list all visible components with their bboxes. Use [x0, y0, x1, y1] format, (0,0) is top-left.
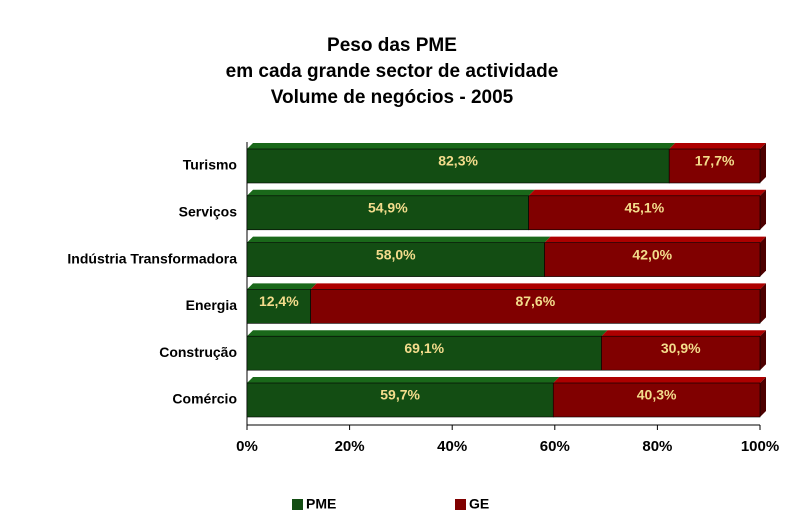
legend-swatch [292, 499, 303, 510]
value-label: 40,3% [637, 387, 677, 403]
bar-top [601, 330, 766, 337]
y-tick-label: Serviços [179, 204, 238, 220]
bar-top [544, 236, 766, 243]
value-label: 82,3% [438, 153, 478, 169]
bar [246, 382, 554, 418]
bar [552, 382, 761, 418]
bar-side [760, 283, 766, 324]
y-tick-label: Indústria Transformadora [67, 250, 237, 266]
bar-side [760, 236, 766, 277]
bar-side [760, 377, 766, 417]
bar-top [553, 377, 766, 383]
bar [246, 148, 670, 184]
bar-side [760, 189, 766, 230]
value-label: 59,7% [380, 387, 420, 403]
value-label: 42,0% [632, 246, 672, 262]
bar [528, 195, 761, 231]
x-tick-label: 20% [335, 438, 365, 455]
value-label: 58,0% [376, 246, 416, 262]
x-tick-label: 0% [236, 438, 258, 455]
value-label: 12,4% [259, 293, 299, 309]
value-label: 30,9% [661, 340, 701, 356]
chart-title: em cada grande sector de actividade [226, 61, 559, 82]
x-tick-label: 60% [540, 438, 570, 455]
bar-side [760, 143, 766, 183]
bar-top [247, 189, 535, 196]
bar [601, 335, 761, 371]
bar [246, 195, 529, 231]
bar-top [247, 283, 317, 290]
y-tick-label: Construção [159, 344, 237, 360]
bar-side [760, 330, 766, 371]
y-tick-label: Turismo [183, 157, 237, 173]
legend-label: PME [306, 496, 336, 512]
chart-title: Peso das PME [327, 35, 457, 56]
bar-top [310, 283, 766, 290]
bar-top [247, 143, 676, 149]
bar [544, 242, 761, 277]
y-tick-label: Energia [186, 297, 238, 313]
bar [310, 289, 761, 324]
value-label: 17,7% [695, 153, 735, 169]
value-label: 54,9% [368, 200, 408, 216]
bar-top [247, 236, 551, 243]
legend-swatch [455, 499, 466, 510]
bar-top [247, 330, 608, 337]
bar-top [247, 377, 560, 383]
value-label: 45,1% [624, 200, 664, 216]
legend-label: GE [469, 496, 489, 512]
x-tick-label: 80% [642, 438, 672, 455]
x-tick-label: 40% [437, 438, 467, 455]
x-tick-label: 100% [741, 438, 779, 455]
bar [246, 289, 311, 324]
bar-top [669, 143, 766, 149]
value-label: 69,1% [404, 340, 444, 356]
bar [668, 148, 761, 184]
bar [246, 335, 602, 371]
value-label: 87,6% [515, 293, 555, 309]
bar-top [528, 189, 766, 196]
chart-title: Volume de negócios - 2005 [271, 87, 514, 108]
y-tick-label: Comércio [172, 391, 237, 407]
